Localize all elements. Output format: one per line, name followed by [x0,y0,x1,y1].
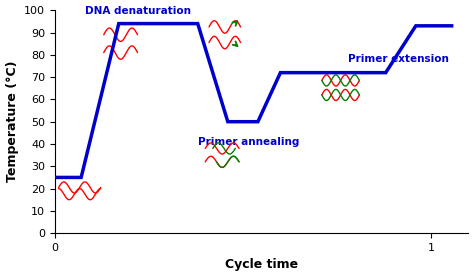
X-axis label: Cycle time: Cycle time [225,258,298,271]
Text: DNA denaturation: DNA denaturation [84,6,191,16]
Text: Primer extension: Primer extension [348,54,449,64]
Text: Primer annealing: Primer annealing [198,137,299,147]
Y-axis label: Temperature (°C): Temperature (°C) [6,61,18,183]
